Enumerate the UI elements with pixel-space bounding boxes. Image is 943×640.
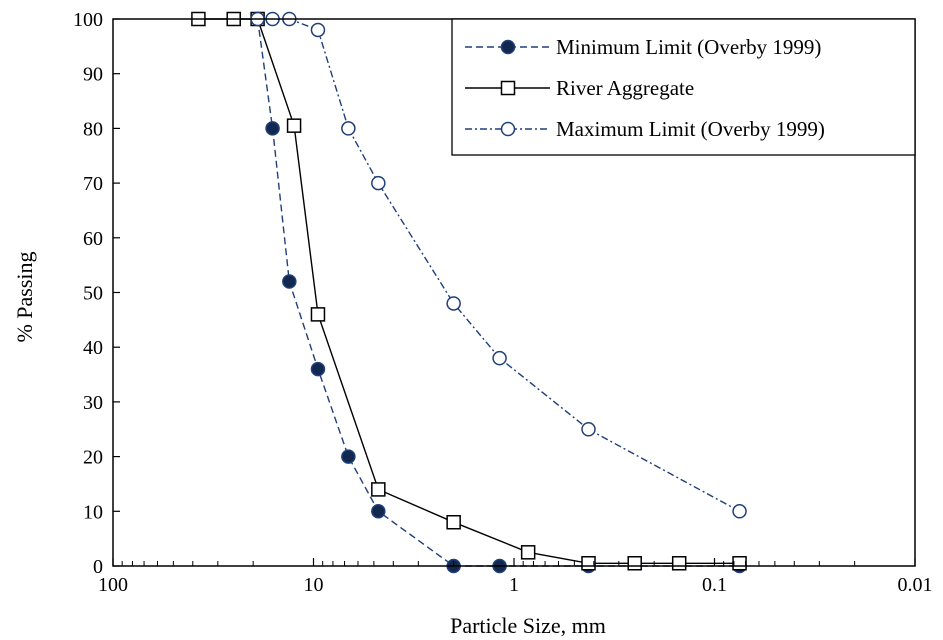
y-tick-label: 70 (83, 173, 103, 195)
y-tick-label: 50 (83, 283, 103, 305)
legend-entry: Minimum Limit (Overby 1999) (465, 35, 821, 59)
y-tick-label: 30 (83, 392, 103, 414)
data-point (732, 556, 747, 571)
x-tick-label: 100 (98, 574, 128, 596)
y-tick-label: 10 (83, 501, 103, 523)
y-tick-label: 90 (83, 64, 103, 86)
legend-box (451, 18, 916, 156)
data-point (492, 350, 507, 366)
data-point (732, 504, 747, 519)
y-axis-title: % Passing (12, 251, 37, 342)
data-point (286, 118, 302, 133)
y-tick-label: 20 (83, 447, 103, 469)
legend-label: River Aggregate (556, 76, 694, 100)
x-tick-label: 10 (304, 574, 324, 596)
data-point (341, 449, 356, 464)
y-tick-label: 40 (83, 337, 103, 359)
legend-marker (500, 80, 516, 96)
x-tick-label: 0.1 (702, 574, 727, 596)
legend-marker (500, 121, 516, 137)
data-point (671, 556, 687, 571)
legend-label: Maximum Limit (Overby 1999) (556, 117, 825, 141)
series-line (257, 18, 740, 512)
data-point (310, 22, 326, 38)
data-point (371, 504, 386, 519)
x-tick-label: 0.01 (898, 574, 933, 596)
data-point (581, 422, 596, 437)
data-point (282, 274, 297, 289)
data-point (581, 556, 596, 571)
legend-entry: River Aggregate (465, 76, 694, 100)
data-point (371, 482, 386, 497)
x-tick-label: 1 (509, 574, 519, 596)
legend-label: Minimum Limit (Overby 1999) (556, 35, 821, 59)
data-point (310, 361, 326, 377)
x-axis-title: Particle Size, mm (450, 613, 606, 638)
data-point (310, 307, 326, 322)
y-tick-label: 100 (73, 9, 103, 31)
y-tick-label: 0 (93, 556, 103, 578)
legend: Minimum Limit (Overby 1999) River Aggrega… (451, 18, 916, 156)
data-point (341, 121, 356, 136)
data-point (446, 296, 461, 311)
data-point (520, 545, 536, 560)
data-point (371, 175, 386, 191)
y-tick-label: 60 (83, 228, 103, 250)
legend-entry: Maximum Limit (Overby 1999) (465, 117, 825, 141)
legend-marker (500, 39, 516, 55)
data-point (265, 121, 280, 136)
data-point (446, 514, 461, 530)
data-point (627, 556, 642, 571)
y-tick-label: 80 (83, 118, 103, 140)
